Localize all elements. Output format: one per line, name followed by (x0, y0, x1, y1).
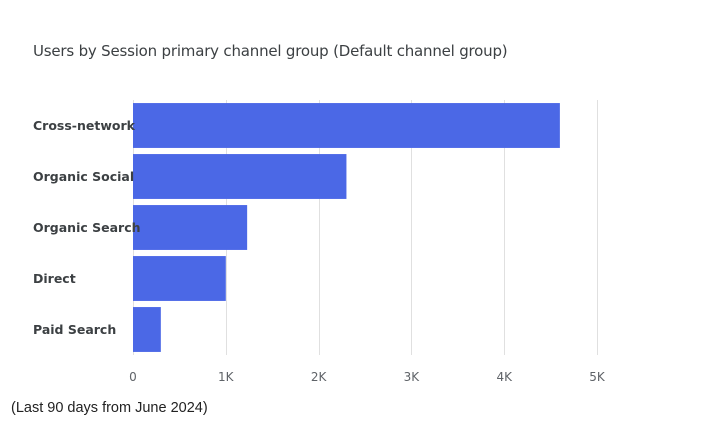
x-tick-label-3K: 3K (404, 370, 421, 384)
category-label-direct: Direct (33, 271, 76, 286)
category-label-cross-network: Cross-network (33, 118, 136, 133)
x-axis-ticks: 0 1K 2K 3K 4K 5K (129, 370, 606, 384)
bar-cross-network[interactable] (133, 103, 560, 148)
x-tick-label-2K: 2K (311, 370, 328, 384)
x-tick-label-1K: 1K (218, 370, 235, 384)
chart-card: Users by Session primary channel group (… (33, 42, 606, 384)
bar-direct[interactable] (133, 256, 226, 301)
bar-chart: Cross-network Organic Social Organic Searc… (33, 100, 606, 384)
chart-title: Users by Session primary channel group (… (33, 42, 508, 60)
footnote: (Last 90 days from June 2024) (11, 400, 208, 416)
bar-paid-search[interactable] (133, 307, 161, 352)
x-tick-label-4K: 4K (496, 370, 513, 384)
category-label-paid-search: Paid Search (33, 322, 116, 337)
bars (133, 103, 560, 352)
category-labels: Cross-network Organic Social Organic Searc… (33, 118, 141, 337)
bar-organic-social[interactable] (133, 154, 347, 199)
bar-organic-search[interactable] (133, 205, 248, 250)
category-label-organic-search: Organic Search (33, 220, 141, 235)
category-label-organic-social: Organic Social (33, 169, 134, 184)
x-tick-label-0: 0 (129, 370, 137, 384)
x-tick-label-5K: 5K (589, 370, 606, 384)
